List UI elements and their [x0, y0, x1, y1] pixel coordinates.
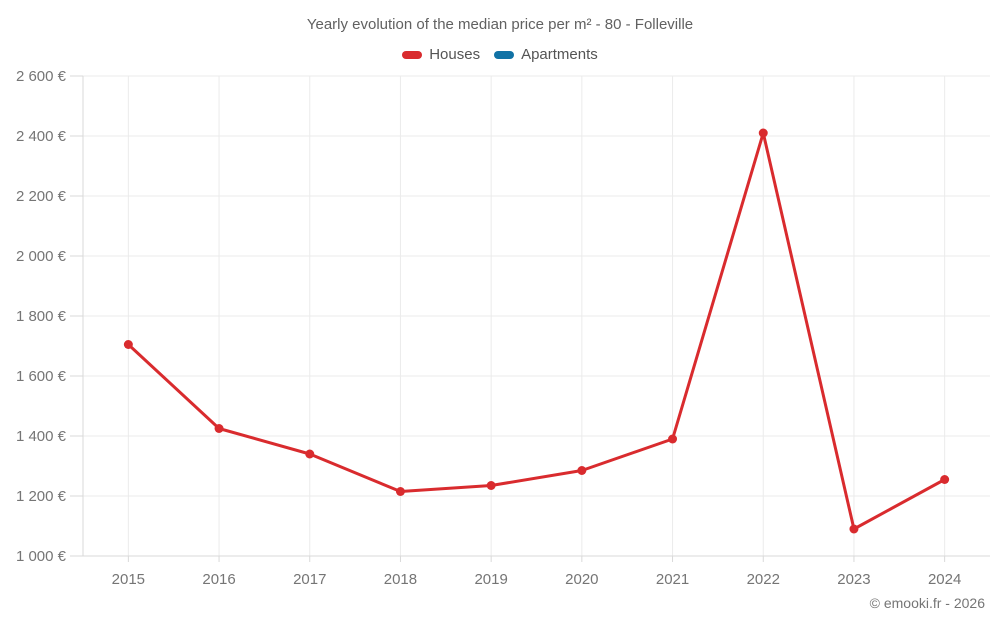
houses-point-2020[interactable]	[577, 466, 587, 475]
chart-title: Yearly evolution of the median price per…	[306, 16, 694, 33]
apartments-legend-label: Apartments	[521, 46, 598, 63]
y-tick-label: 1 200 €	[16, 488, 67, 505]
y-tick-label: 1 400 €	[16, 428, 67, 445]
legend: Houses Apartments	[0, 46, 1000, 63]
y-tick-label: 1 800 €	[16, 308, 67, 325]
houses-point-2018[interactable]	[395, 487, 405, 496]
y-tick-label: 1 600 €	[16, 368, 67, 385]
x-tick-label: 2016	[202, 571, 235, 588]
x-tick-label: 2018	[384, 571, 417, 588]
houses-point-2021[interactable]	[668, 434, 678, 444]
houses-point-2019[interactable]	[486, 481, 496, 490]
houses-point-2017[interactable]	[305, 449, 315, 459]
legend-item-houses[interactable]: Houses	[402, 46, 480, 63]
y-tick-label: 2 200 €	[16, 188, 67, 205]
houses-line	[126, 131, 947, 531]
x-tick-label: 2024	[928, 571, 961, 588]
houses-point-2015[interactable]	[123, 340, 133, 349]
y-tick-label: 1 000 €	[16, 548, 67, 565]
x-tick-label: 2019	[474, 571, 507, 588]
houses-point-2022[interactable]	[758, 128, 768, 138]
x-tick-label: 2017	[293, 571, 326, 588]
y-tick-label: 2 600 €	[16, 68, 67, 85]
x-tick-label: 2020	[565, 571, 598, 588]
y-tick-label: 2 400 €	[16, 128, 67, 145]
x-tick-label: 2022	[747, 571, 780, 588]
houses-legend-label: Houses	[429, 46, 481, 63]
apartments-legend-swatch-icon	[494, 50, 515, 59]
x-tick-label: 2021	[656, 571, 689, 588]
x-tick-label: 2015	[112, 571, 145, 588]
houses-legend-swatch-icon	[402, 50, 423, 59]
legend-item-apartments[interactable]: Apartments	[494, 46, 598, 63]
houses-point-2023[interactable]	[849, 524, 859, 534]
x-tick-label: 2023	[837, 571, 870, 588]
houses-point-2024[interactable]	[940, 475, 950, 484]
copyright: © emooki.fr - 2026	[869, 595, 985, 611]
houses-point-2016[interactable]	[214, 424, 224, 433]
y-tick-label: 2 000 €	[16, 248, 67, 265]
